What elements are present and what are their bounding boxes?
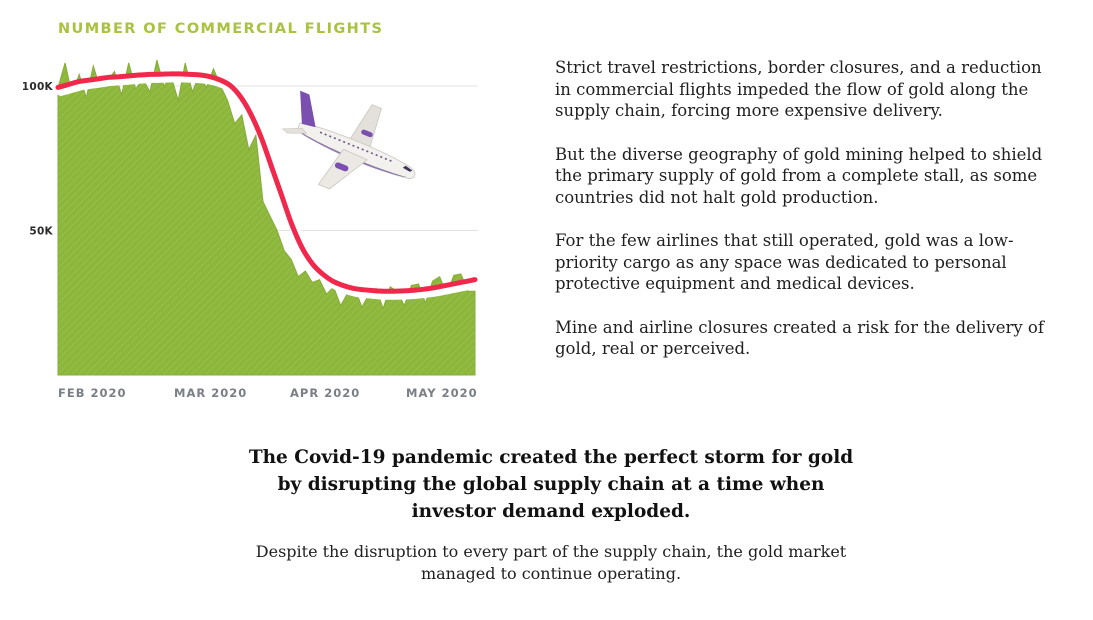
side-paragraph: For the few airlines that still operated…: [555, 231, 1014, 293]
flights-chart: 100K 50K FEB 2020 MAR 2020 APR 2020 MAY 2020: [22, 59, 483, 400]
trend-line: [55, 71, 478, 294]
x-tick-label: APR 2020: [290, 386, 360, 400]
x-tick-label: MAR 2020: [174, 386, 247, 400]
side-text: Strict travel restrictions, border closu…: [555, 57, 1055, 382]
subtext: Despite the disruption to every part of …: [255, 542, 847, 583]
y-tick-label: 50K: [29, 226, 53, 238]
x-tick-label: FEB 2020: [58, 386, 127, 400]
y-tick-label: 100K: [22, 81, 54, 93]
side-paragraph: Strict travel restrictions, border closu…: [555, 58, 1042, 120]
headline: The Covid-19 pandemic created the perfec…: [248, 447, 854, 522]
chart-title: NUMBER OF COMMERCIAL FLIGHTS: [58, 21, 384, 37]
side-paragraph: Mine and airline closures created a risk…: [555, 317, 1044, 359]
airplane-icon: [281, 90, 416, 190]
side-paragraph: But the diverse geography of gold mining…: [555, 144, 1043, 207]
x-tick-label: MAY 2020: [406, 386, 478, 400]
flights-area: [57, 59, 476, 376]
